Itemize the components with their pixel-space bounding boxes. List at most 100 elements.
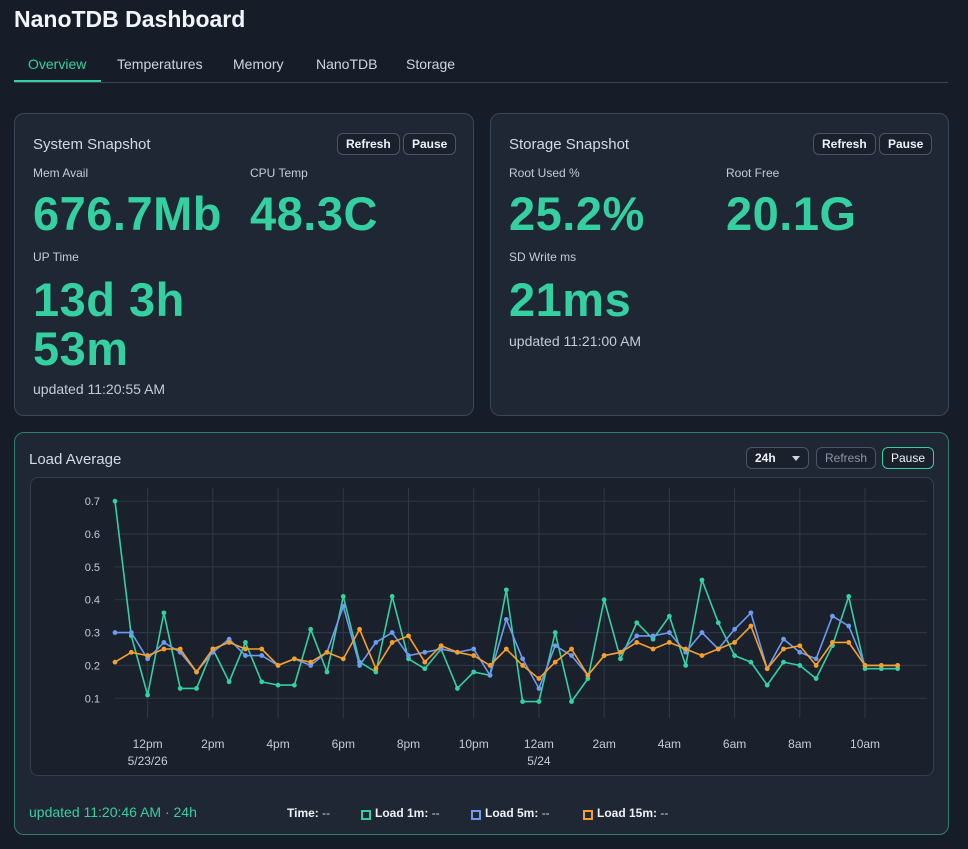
y-tick-label: 0.7 (85, 496, 100, 508)
legend-load1[interactable]: Load 1m: -- (361, 806, 440, 820)
data-point-load-15m (471, 653, 477, 658)
data-point-load-1m (552, 630, 558, 635)
tab-memory[interactable]: Memory (233, 56, 284, 72)
data-point-load-15m (666, 640, 672, 645)
data-point-load-5m (699, 630, 705, 635)
range-select[interactable]: 24h (746, 447, 809, 469)
data-point-load-15m (243, 646, 248, 652)
data-point-load-15m (683, 646, 689, 652)
data-point-load-15m (618, 649, 623, 655)
system-refresh-button[interactable]: Refresh (337, 133, 400, 155)
data-point-load-5m (846, 623, 852, 629)
data-point-load-5m (340, 603, 346, 609)
tab-temperatures[interactable]: Temperatures (117, 56, 203, 72)
data-point-load-15m (878, 663, 884, 668)
data-point-load-5m (471, 646, 477, 652)
cpu-temp-label: CPU Temp (250, 166, 308, 180)
range-select-value: 24h (755, 451, 776, 465)
data-point-load-1m (715, 620, 721, 626)
x-tick-date-label: 5/23/26 (128, 754, 168, 768)
data-point-load-5m (536, 686, 542, 691)
data-point-load-15m (536, 676, 542, 681)
data-point-load-5m (128, 630, 134, 635)
data-point-load-5m (259, 653, 265, 658)
data-point-load-1m (389, 594, 395, 599)
storage-refresh-button[interactable]: Refresh (813, 133, 876, 155)
x-tick-label: 10pm (459, 737, 489, 751)
data-point-load-15m (406, 633, 411, 639)
data-point-load-1m (291, 682, 297, 688)
data-point-load-1m (618, 656, 623, 662)
data-point-load-1m (422, 666, 428, 672)
legend-load5-label: Load 5m: (485, 806, 539, 820)
legend-load5[interactable]: Load 5m: -- (471, 806, 550, 820)
data-point-load-1m (748, 659, 754, 665)
legend-time-value: -- (322, 806, 331, 820)
storage-pause-button[interactable]: Pause (879, 133, 933, 155)
data-point-load-1m (666, 613, 672, 619)
tab-storage[interactable]: Storage (406, 56, 456, 72)
data-point-load-5m (145, 656, 151, 662)
uptime-label: UP Time (33, 250, 79, 264)
data-point-load-1m (634, 620, 640, 626)
data-point-load-1m (813, 676, 819, 681)
data-point-load-5m (797, 649, 803, 655)
data-point-load-15m (373, 666, 379, 672)
system-snapshot-card: System Snapshot Refresh Pause Mem Avail … (14, 113, 474, 416)
series-line-load-15m (114, 625, 898, 680)
data-point-load-1m (194, 686, 199, 691)
data-point-load-5m (830, 613, 835, 619)
data-point-load-15m (324, 649, 330, 655)
system-pause-button[interactable]: Pause (403, 133, 457, 155)
data-point-load-1m (895, 666, 901, 672)
x-tick-label: 2am (592, 737, 615, 751)
load-pause-button[interactable]: Pause (882, 447, 935, 469)
data-point-load-15m (520, 663, 526, 668)
data-point-load-5m (813, 656, 819, 662)
load-average-card: Load Average 24h Refresh Pause 0.1 0.2 0.3… (14, 432, 949, 835)
legend-load15[interactable]: Load 15m: -- (583, 806, 668, 820)
data-point-load-15m (422, 659, 428, 665)
data-point-load-15m (634, 640, 640, 645)
data-point-load-5m (520, 656, 526, 662)
load-average-title: Load Average (29, 451, 122, 468)
data-point-load-1m (846, 594, 852, 599)
load-chart-container: 0.1 0.2 0.3 0.4 0.5 0.6 0.7 12pm 5/23/26 2pm 4pm 6p… (30, 477, 934, 776)
data-point-load-5m (683, 649, 689, 655)
data-point-load-15m (650, 646, 656, 652)
data-point-load-1m (797, 663, 803, 668)
x-tick-label: 6pm (332, 737, 355, 751)
load-average-chart[interactable]: 0.1 0.2 0.3 0.4 0.5 0.6 0.7 12pm 5/23/26 2pm 4pm 6p… (31, 478, 933, 775)
mem-avail-value: 676.7Mb (33, 187, 222, 240)
data-point-load-15m (813, 663, 819, 668)
data-point-load-15m (112, 659, 118, 665)
y-tick-label: 0.2 (85, 660, 100, 672)
data-point-load-1m (275, 682, 281, 688)
data-point-load-5m (357, 663, 362, 668)
tab-overview[interactable]: Overview (28, 56, 87, 72)
data-point-load-15m (601, 653, 607, 658)
root-free-label: Root Free (726, 166, 780, 180)
data-point-load-1m (308, 626, 314, 632)
data-point-load-5m (748, 610, 754, 616)
load-refresh-button[interactable]: Refresh (816, 447, 877, 469)
data-point-load-1m (406, 656, 411, 662)
data-point-load-1m (781, 659, 786, 665)
data-point-load-15m (846, 640, 852, 645)
x-tick-label: 10am (850, 737, 880, 751)
x-tick-label: 12pm (133, 737, 163, 751)
legend-load1-value: -- (431, 806, 440, 820)
data-point-load-1m (324, 669, 330, 675)
data-point-load-15m (259, 646, 265, 652)
data-point-load-15m (830, 640, 835, 645)
data-point-load-5m (666, 630, 672, 635)
data-point-load-15m (438, 643, 444, 649)
data-point-load-5m (732, 626, 737, 632)
tab-bar: Overview Temperatures Memory NanoTDB Sto… (14, 48, 948, 83)
page-title: NanoTDB Dashboard (14, 6, 246, 32)
legend-load15-swatch (583, 810, 593, 820)
data-point-load-15m (357, 626, 362, 632)
tab-nanotdb[interactable]: NanoTDB (316, 56, 378, 72)
data-point-load-5m (552, 643, 558, 649)
uptime-value-days-hours: 13d 3h (33, 273, 185, 326)
